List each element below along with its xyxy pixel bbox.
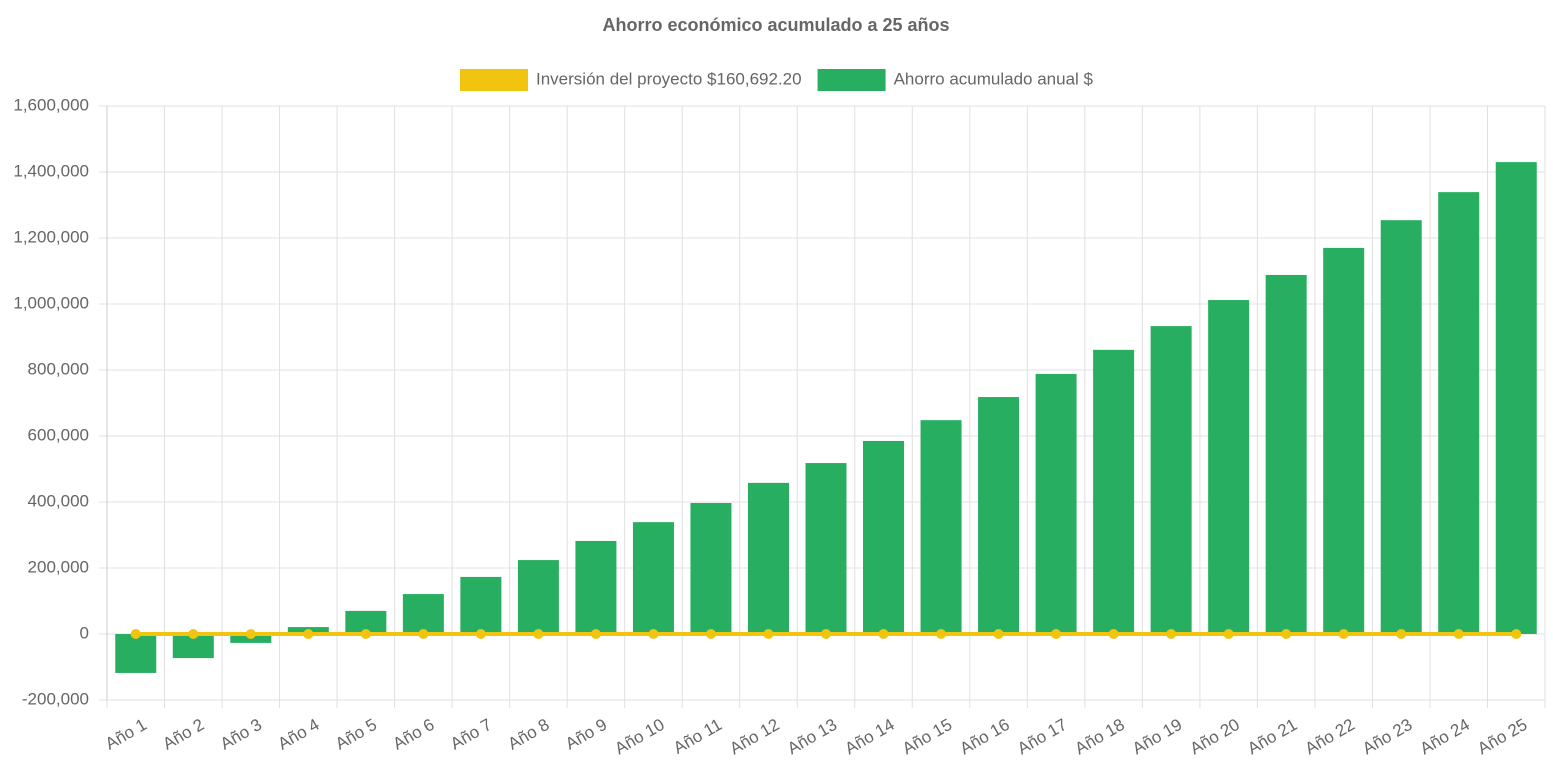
point: [1453, 629, 1464, 639]
y-tick-label: 1,000,000: [13, 293, 89, 312]
chart-title: Ahorro económico acumulado a 25 años: [602, 15, 949, 35]
y-tick-label: 1,600,000: [13, 95, 89, 114]
point: [936, 629, 947, 639]
x-tick-label: Año 4: [275, 715, 323, 754]
bar: [690, 502, 732, 634]
point: [763, 629, 774, 639]
bar: [517, 560, 559, 634]
bar: [920, 420, 962, 634]
x-tick-label: Año 21: [1244, 715, 1300, 758]
y-tick-label: 800,000: [28, 359, 89, 378]
point: [1396, 629, 1407, 639]
point: [130, 629, 141, 639]
bar: [460, 576, 502, 634]
x-tick-label: Año 8: [505, 715, 553, 754]
x-tick-label: Año 12: [727, 715, 783, 758]
point: [1281, 629, 1292, 639]
x-tick-label: Año 15: [899, 715, 955, 758]
x-tick-label: Año 1: [102, 715, 150, 754]
legend-swatch: [817, 69, 886, 91]
bar: [1035, 373, 1077, 634]
x-tick-label: Año 9: [562, 715, 610, 754]
bar: [1150, 326, 1192, 634]
point: [590, 629, 601, 639]
legend-label: Ahorro acumulado anual $: [894, 69, 1094, 88]
bar: [1093, 349, 1135, 634]
bar: [1208, 300, 1250, 634]
bar: [575, 540, 617, 634]
x-tick-label: Año 13: [784, 715, 840, 758]
x-tick-label: Año 19: [1129, 715, 1185, 758]
bar: [978, 397, 1020, 634]
point: [1338, 629, 1349, 639]
x-tick-label: Año 18: [1072, 715, 1128, 758]
point: [821, 629, 831, 639]
point: [1166, 629, 1177, 639]
point: [245, 629, 256, 639]
legend-swatch: [460, 69, 528, 91]
point: [475, 629, 486, 639]
point: [1223, 629, 1234, 639]
bar: [1438, 192, 1480, 634]
x-tick-label: Año 2: [160, 715, 208, 754]
y-tick-label: 400,000: [28, 491, 89, 510]
x-tick-label: Año 11: [670, 715, 725, 758]
y-tick-label: 200,000: [28, 557, 89, 576]
point: [878, 629, 889, 639]
x-tick-label: Año 24: [1417, 715, 1473, 758]
x-tick-label: Año 3: [217, 715, 265, 754]
y-tick-label: 0: [80, 623, 89, 642]
x-tick-label: Año 5: [332, 715, 380, 754]
x-tick-label: Año 23: [1359, 715, 1415, 758]
point: [1051, 629, 1062, 639]
x-tick-label: Año 25: [1474, 715, 1530, 758]
bar: [747, 482, 789, 634]
bar: [1323, 247, 1365, 634]
x-tick-label: Año 6: [390, 715, 438, 754]
x-tick-label: Año 7: [447, 715, 495, 754]
bar: [1495, 162, 1537, 634]
legend-label: Inversión del proyecto $160,692.20: [536, 69, 802, 88]
point: [303, 629, 314, 639]
point: [360, 629, 371, 639]
x-tick-label: Año 10: [612, 715, 668, 758]
x-tick-label: Año 14: [842, 715, 898, 758]
point: [533, 629, 544, 639]
y-tick-label: 1,400,000: [13, 161, 89, 180]
x-tick-label: Año 16: [957, 715, 1013, 758]
bar: [115, 634, 157, 673]
point: [1511, 629, 1522, 639]
point: [188, 629, 199, 639]
x-tick-label: Año 22: [1302, 715, 1358, 758]
bar: [863, 440, 905, 634]
y-tick-label: 1,200,000: [13, 227, 89, 246]
point: [705, 629, 716, 639]
point: [648, 629, 659, 639]
bar: [402, 594, 444, 634]
bar: [1265, 274, 1307, 634]
bar: [345, 610, 387, 634]
x-tick-label: Año 20: [1187, 715, 1243, 758]
y-tick-label: 600,000: [28, 425, 89, 444]
point: [993, 629, 1004, 639]
point: [418, 629, 429, 639]
bar: [632, 522, 674, 634]
y-tick-label: -200,000: [22, 689, 89, 708]
bar: [805, 463, 847, 634]
x-tick-label: Año 17: [1014, 715, 1070, 758]
point: [1108, 629, 1119, 639]
bar: [1380, 220, 1422, 634]
